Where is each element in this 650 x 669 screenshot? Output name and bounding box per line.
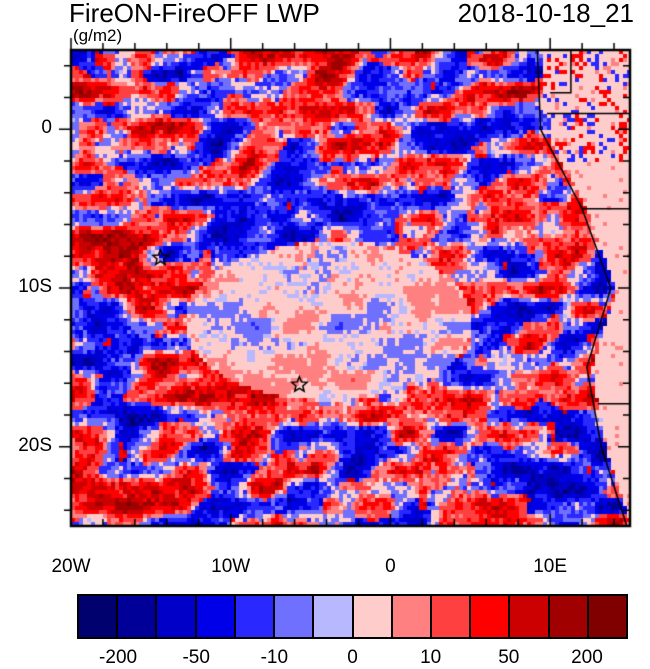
lat-tick-label: 10S: [18, 276, 52, 297]
lon-tick-label: 0: [385, 556, 396, 577]
colorbar-swatch: [431, 596, 470, 637]
colorbar-label: -10: [260, 647, 289, 668]
colorbar-swatch: [392, 596, 430, 637]
colorbar-swatch: [275, 596, 313, 637]
colorbar-swatch: [314, 596, 352, 637]
colorbar-label: 0: [347, 647, 358, 668]
colorbar-label: -50: [182, 647, 210, 668]
lon-tick-label: 20W: [51, 556, 91, 577]
units-label: (g/m2): [73, 26, 123, 45]
colorbar-swatch: [549, 596, 587, 637]
colorbar-swatch: [118, 596, 156, 637]
colorbar-swatch: [235, 596, 274, 637]
colorbar-label: 50: [498, 647, 520, 668]
plot-title: FireON-FireOFF LWP: [69, 0, 320, 28]
colorbar-swatch: [196, 596, 234, 637]
lwp-difference-map: [0, 0, 650, 590]
colorbar-label: 200: [571, 647, 603, 668]
colorbar-label: -200: [99, 647, 138, 668]
colorbar-swatch: [510, 596, 548, 637]
lat-tick-label: 0: [41, 117, 52, 139]
lon-tick-label: 10W: [211, 556, 251, 577]
colorbar-swatch: [588, 596, 627, 637]
lat-tick-label: 20S: [18, 434, 52, 456]
colorbar-swatch: [353, 596, 391, 637]
colorbar-swatch: [79, 596, 117, 637]
colorbar-swatch: [471, 596, 509, 637]
plot-date: 2018-10-18_21: [457, 0, 634, 28]
colorbar: [77, 594, 628, 639]
colorbar-label: 10: [420, 647, 442, 668]
lon-tick-label: 10E: [533, 556, 568, 577]
colorbar-swatch: [157, 596, 195, 637]
